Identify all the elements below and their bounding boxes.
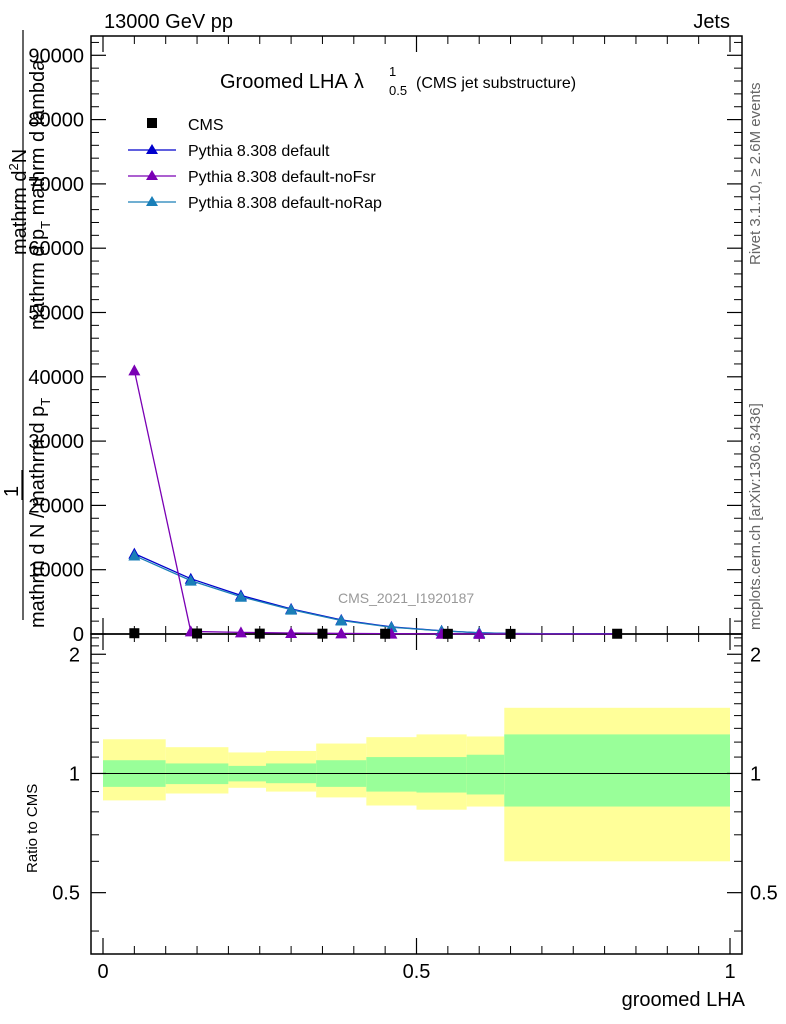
- ylabel-line1b: N: [9, 149, 31, 163]
- legend-label-default: Pythia 8.308 default: [188, 143, 330, 160]
- series-point: [192, 628, 203, 639]
- main-y-tick-label: 70000: [28, 174, 84, 196]
- x-tick-label: 0.5: [403, 961, 431, 983]
- svg-text:mathrm d2N: mathrm d2N: [6, 149, 31, 255]
- rivet-label: Rivet 3.1.10, ≥ 2.6M events: [747, 83, 764, 266]
- main-y-axis-label: mathrm d2N mathrm d pT mathrm d lambda 1…: [1, 30, 53, 628]
- legend-marker-cms: [147, 118, 157, 128]
- x-tick-label: 0: [97, 961, 108, 983]
- analysis-watermark: CMS_2021_I1920187: [338, 590, 474, 606]
- series-point: [285, 603, 298, 615]
- ylabel-prefix: 1: [1, 486, 23, 497]
- title-sup: 1: [389, 64, 396, 79]
- ratio-band-inner: [416, 757, 467, 793]
- mcplots-label: mcplots.cern.ch [arXiv:1306.3436]: [747, 403, 764, 630]
- ratio-y-tick-label: 1: [69, 763, 80, 785]
- series-point: [128, 549, 141, 561]
- main-axis-ticks: 0 10000 20000 30000 40000 50000 60000 70000 8000…: [28, 41, 742, 646]
- series-point: [317, 628, 328, 639]
- main-y-tick-label: 0: [73, 624, 84, 646]
- main-y-tick-label: 20000: [28, 495, 84, 517]
- series-point: [234, 590, 247, 602]
- series-point: [285, 627, 298, 639]
- main-y-tick-label: 40000: [28, 367, 84, 389]
- series-point: [612, 628, 623, 639]
- legend-marker-nofsr: [146, 170, 158, 180]
- main-y-tick-label: 10000: [28, 560, 84, 582]
- main-y-tick-label: 30000: [28, 431, 84, 453]
- legend-label-cms: CMS: [188, 117, 224, 134]
- series-point: [335, 627, 348, 639]
- plot-title: Groomed LHA λ 1 0.5 (CMS jet substructure…: [220, 64, 576, 98]
- legend-label-norap: Pythia 8.308 default-noRap: [188, 195, 382, 212]
- header-energy: 13000 GeV pp: [104, 11, 233, 33]
- title-sub: 0.5: [389, 83, 407, 98]
- main-y-tick-label: 90000: [28, 45, 84, 67]
- svg-text:mathrm d pT mathrm d lambda: mathrm d pT mathrm d lambda: [27, 59, 53, 330]
- series-point: [505, 628, 516, 639]
- x-axis-label: groomed LHA: [622, 989, 746, 1011]
- series-point: [234, 626, 247, 638]
- ratio-y-tick-label: 2: [69, 644, 80, 666]
- x-tick-label: 1: [724, 961, 735, 983]
- series-0: [129, 628, 623, 639]
- title-symbol: λ: [354, 71, 364, 93]
- legend-marker-default: [146, 144, 158, 154]
- series-point: [129, 628, 140, 639]
- svg-text:mathrm d N / mathrm d pT: mathrm d N / mathrm d pT: [27, 398, 53, 628]
- main-y-tick-label: 50000: [28, 302, 84, 324]
- series-point: [254, 628, 265, 639]
- ratio-band-inner: [466, 754, 505, 795]
- series-layer: [128, 364, 623, 639]
- series-point: [335, 614, 348, 626]
- series-point: [184, 574, 197, 586]
- ratio-y-tick-label-right: 1: [750, 763, 761, 785]
- ylabel-line2b: mathrm d lambda: [27, 59, 49, 221]
- legend-marker-norap: [146, 196, 158, 206]
- series-point: [473, 627, 486, 639]
- ylabel-line1-sup: 2: [6, 163, 21, 170]
- title-main: Groomed LHA: [220, 71, 348, 93]
- ylabel-line1: mathrm d: [9, 171, 31, 255]
- ratio-y-tick-label: 0.5: [52, 883, 80, 905]
- series-point: [380, 628, 391, 639]
- ratio-y-axis-label: Ratio to CMS: [24, 784, 41, 873]
- ylabel-denominator-sub: T: [38, 398, 53, 406]
- ratio-band-inner: [366, 757, 417, 792]
- series-point: [128, 364, 141, 376]
- ratio-y-tick-label-right: 2: [750, 644, 761, 666]
- ylabel-denominator: mathrm d N / mathrm d p: [27, 406, 49, 628]
- series-line: [134, 554, 618, 635]
- ylabel-line2: mathrm d p: [27, 229, 49, 330]
- ratio-y-tick-label-right: 0.5: [750, 883, 778, 905]
- ratio-bands: [103, 707, 730, 862]
- legend-label-nofsr: Pythia 8.308 default-noFsr: [188, 169, 376, 186]
- header-process: Jets: [693, 11, 730, 33]
- main-y-tick-label: 60000: [28, 238, 84, 260]
- legend: CMS Pythia 8.308 default Pythia 8.308 de…: [128, 117, 382, 212]
- main-y-tick-label: 80000: [28, 110, 84, 132]
- title-note: (CMS jet substructure): [416, 75, 576, 92]
- ratio-axis-ticks: 0.5 0.5 1 1 2 2: [52, 637, 778, 932]
- series-line: [133, 370, 618, 635]
- series-point: [442, 628, 453, 639]
- ylabel-line2-sub: T: [38, 221, 53, 229]
- ratio-band-inner: [504, 734, 730, 807]
